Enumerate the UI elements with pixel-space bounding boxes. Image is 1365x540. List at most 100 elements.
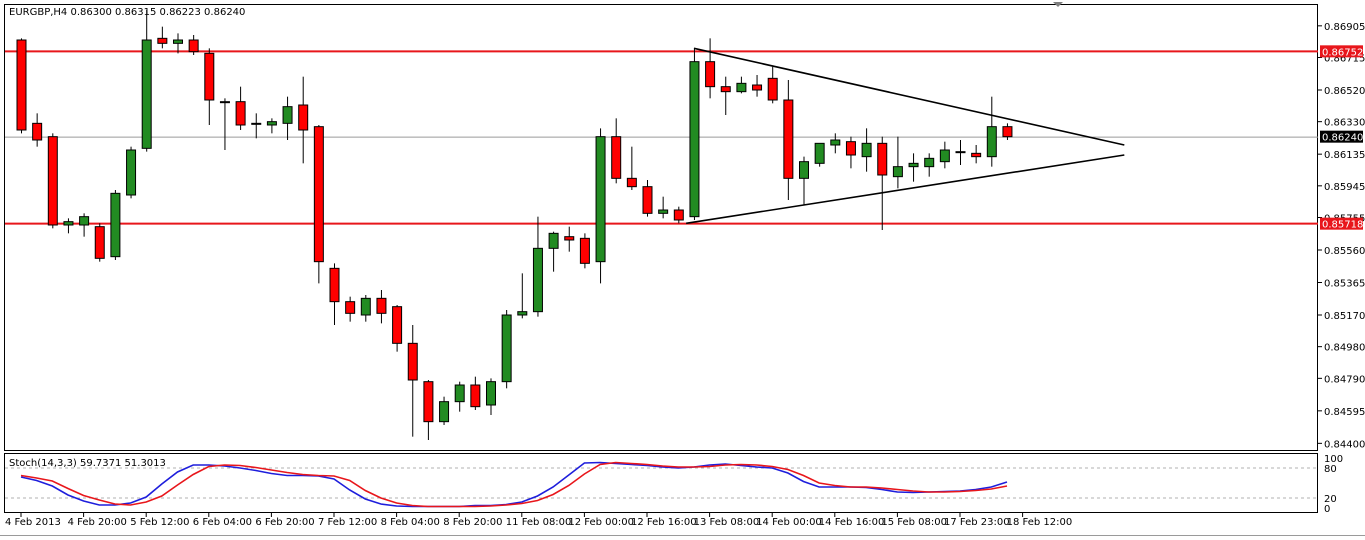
candle-body	[830, 139, 841, 146]
candle[interactable]	[845, 136, 856, 169]
candle[interactable]	[188, 35, 199, 55]
candle[interactable]	[830, 133, 841, 154]
scroll-marker-icon[interactable]	[1053, 2, 1063, 7]
candle[interactable]	[423, 380, 434, 440]
candle[interactable]	[282, 96, 293, 140]
candle[interactable]	[298, 76, 309, 164]
candle[interactable]	[126, 146, 137, 199]
level-price-tag: 0.86752	[1320, 45, 1363, 58]
candle[interactable]	[924, 153, 935, 177]
candle-body	[924, 157, 935, 168]
candle[interactable]	[767, 66, 778, 104]
candle-body	[345, 301, 356, 314]
candle-body	[63, 221, 74, 226]
candle[interactable]	[626, 146, 637, 190]
candle[interactable]	[673, 206, 684, 224]
candle[interactable]	[251, 113, 262, 139]
candle[interactable]	[79, 213, 90, 237]
trend-line[interactable]	[686, 154, 1125, 225]
candle[interactable]	[611, 118, 622, 184]
candle[interactable]	[63, 218, 74, 234]
candle[interactable]	[579, 233, 590, 269]
candle[interactable]	[532, 216, 543, 317]
candle[interactable]	[141, 10, 152, 152]
price-axis-label: 0.85945	[1324, 182, 1365, 193]
candle[interactable]	[407, 325, 418, 437]
candle[interactable]	[454, 381, 465, 412]
candle[interactable]	[32, 113, 43, 147]
candle[interactable]	[439, 396, 450, 425]
stoch-axis-label: 20	[1324, 494, 1337, 505]
candle-body	[626, 177, 637, 188]
price-axis-label: 0.86520	[1324, 86, 1365, 97]
time-axis-label: 18 Feb 12:00	[1007, 517, 1073, 528]
candle[interactable]	[517, 273, 528, 319]
candle[interactable]	[266, 118, 277, 134]
candle[interactable]	[564, 226, 575, 252]
candle[interactable]	[908, 153, 919, 182]
price-axis-label: 0.86330	[1324, 118, 1365, 129]
candle[interactable]	[345, 296, 356, 322]
candle-body	[705, 61, 716, 88]
candle-body	[532, 247, 543, 313]
candle[interactable]	[376, 290, 387, 324]
candle-body	[845, 141, 856, 156]
candle[interactable]	[799, 156, 809, 205]
candle[interactable]	[892, 136, 903, 189]
candle[interactable]	[173, 33, 183, 54]
candle[interactable]	[235, 86, 246, 130]
candle-body	[188, 39, 199, 53]
candle[interactable]	[736, 76, 747, 94]
candle[interactable]	[955, 140, 966, 165]
candle[interactable]	[501, 310, 512, 389]
candle-body	[282, 106, 293, 124]
candle[interactable]	[470, 376, 481, 410]
candle[interactable]	[313, 125, 324, 284]
candle[interactable]	[642, 180, 653, 217]
candle[interactable]	[16, 38, 27, 134]
price-pane-frame	[4, 4, 1318, 451]
candle[interactable]	[47, 133, 58, 229]
candle[interactable]	[814, 142, 825, 167]
candle[interactable]	[877, 136, 888, 230]
candle[interactable]	[94, 223, 105, 262]
candle[interactable]	[752, 75, 763, 97]
candle[interactable]	[360, 295, 371, 322]
candle[interactable]	[971, 145, 982, 164]
candle[interactable]	[658, 196, 669, 219]
candle-body	[376, 297, 387, 314]
candle[interactable]	[329, 263, 340, 325]
price-axis-label: 0.84595	[1324, 407, 1365, 418]
candle[interactable]	[219, 98, 230, 150]
candle[interactable]	[392, 305, 403, 352]
candle[interactable]	[548, 231, 559, 272]
candle-body	[955, 151, 966, 154]
candle[interactable]	[595, 128, 606, 284]
candle[interactable]	[783, 80, 794, 200]
candle[interactable]	[861, 128, 872, 172]
price-axis-label: 0.84980	[1324, 343, 1365, 354]
level-price-tag-text: 0.86752	[1322, 47, 1363, 58]
candle-body	[595, 136, 606, 263]
candle[interactable]	[110, 190, 121, 260]
candle[interactable]	[157, 26, 168, 49]
candle[interactable]	[986, 96, 997, 167]
candle[interactable]	[689, 48, 700, 220]
candle-body	[752, 84, 763, 91]
candle[interactable]	[705, 38, 716, 99]
candle[interactable]	[486, 378, 496, 415]
candle[interactable]	[204, 48, 215, 125]
candle[interactable]	[939, 141, 950, 169]
trend-line[interactable]	[693, 47, 1125, 146]
time-axis-label: 13 Feb 08:00	[694, 517, 760, 528]
candle-body	[251, 122, 262, 125]
candle[interactable]	[1002, 123, 1013, 140]
candle-body	[642, 186, 653, 214]
candle[interactable]	[720, 76, 731, 115]
time-axis-label: 12 Feb 16:00	[631, 517, 697, 528]
stoch-pane-frame	[4, 453, 1318, 513]
candle-body	[47, 136, 58, 226]
candle-body	[204, 52, 215, 101]
